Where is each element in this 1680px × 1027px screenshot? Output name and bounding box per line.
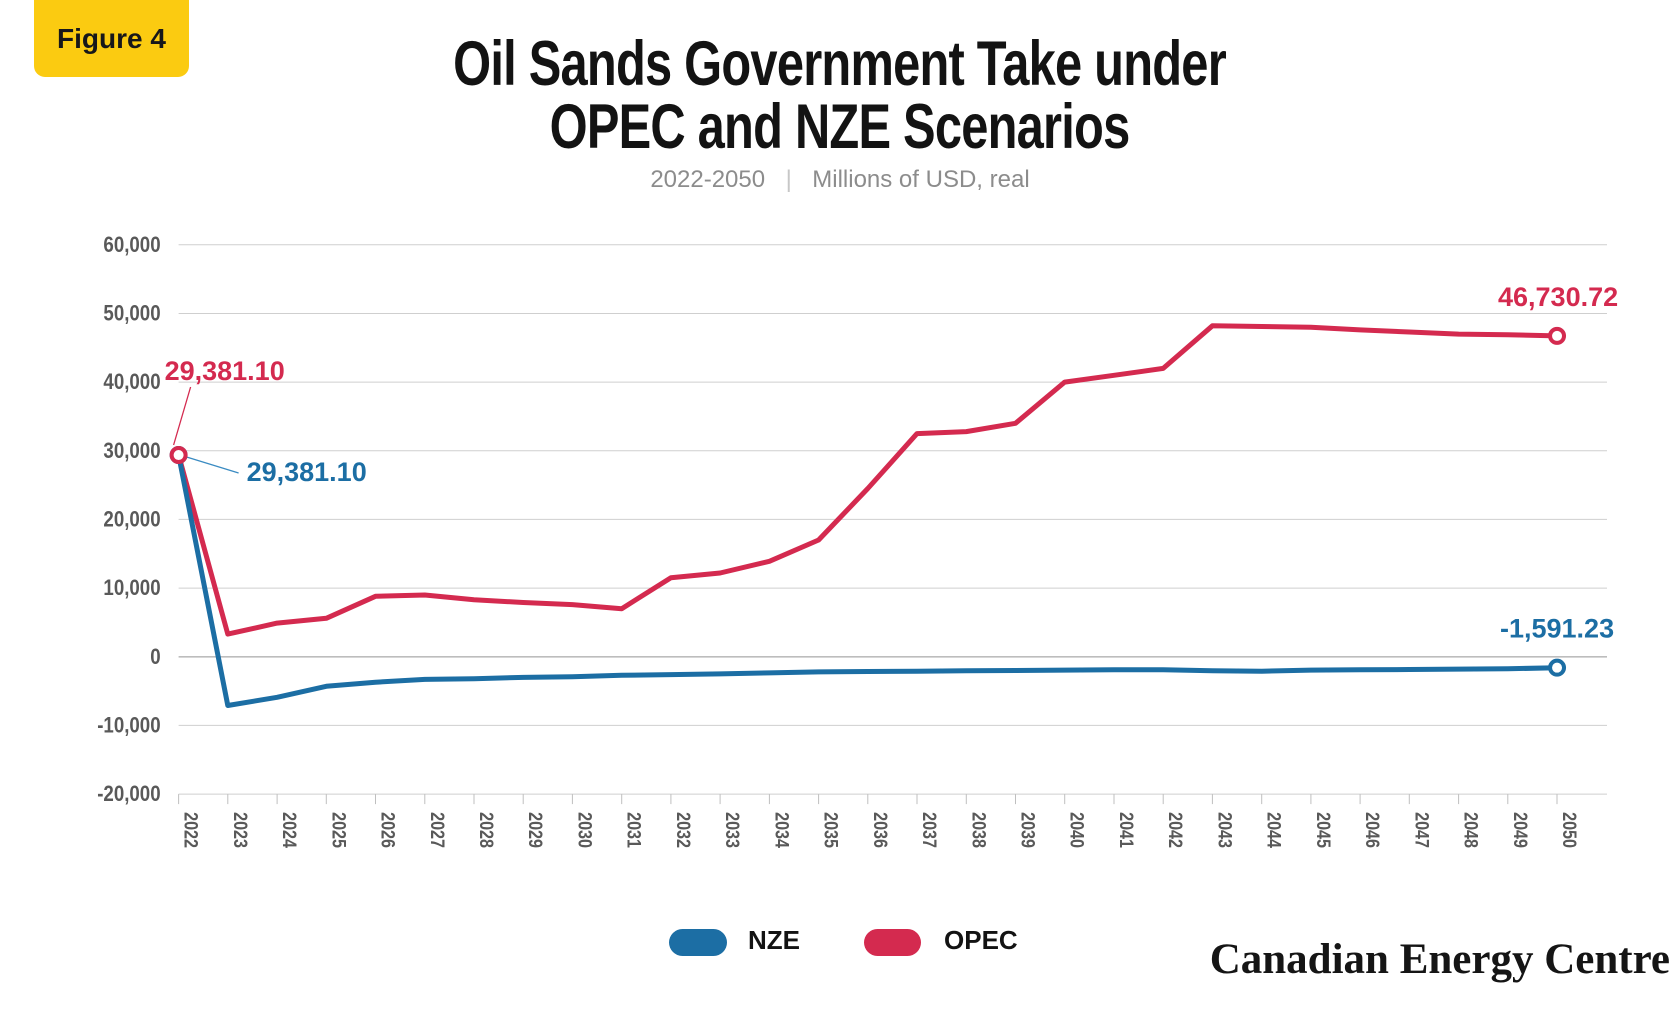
svg-text:10,000: 10,000: [103, 577, 160, 601]
svg-text:2046: 2046: [1362, 812, 1384, 848]
svg-text:2038: 2038: [968, 812, 990, 848]
svg-text:2049: 2049: [1509, 812, 1531, 848]
svg-text:-1,591.23: -1,591.23: [1500, 614, 1614, 644]
svg-text:30,000: 30,000: [103, 439, 160, 463]
svg-text:2033: 2033: [722, 812, 744, 848]
svg-text:2029: 2029: [525, 812, 547, 848]
svg-text:29,381.10: 29,381.10: [247, 457, 367, 487]
svg-text:2037: 2037: [919, 812, 941, 848]
svg-text:-10,000: -10,000: [97, 714, 160, 738]
svg-text:2048: 2048: [1460, 812, 1482, 848]
svg-text:2030: 2030: [574, 812, 596, 848]
svg-text:-20,000: -20,000: [97, 783, 160, 807]
svg-text:2045: 2045: [1313, 812, 1335, 848]
svg-text:2047: 2047: [1411, 812, 1433, 848]
svg-text:2024: 2024: [279, 812, 301, 848]
svg-text:29,381.10: 29,381.10: [165, 356, 285, 386]
svg-text:50,000: 50,000: [103, 302, 160, 326]
svg-text:2022: 2022: [180, 812, 202, 848]
svg-text:2041: 2041: [1116, 812, 1138, 848]
svg-text:0: 0: [150, 645, 160, 669]
svg-text:2043: 2043: [1214, 812, 1236, 848]
svg-text:2034: 2034: [771, 812, 793, 848]
svg-text:2035: 2035: [820, 812, 842, 848]
svg-text:2028: 2028: [476, 812, 498, 848]
svg-text:2040: 2040: [1066, 812, 1088, 848]
svg-text:2039: 2039: [1017, 812, 1039, 848]
svg-text:2042: 2042: [1165, 812, 1187, 848]
svg-text:2031: 2031: [623, 812, 645, 848]
svg-text:2025: 2025: [328, 812, 350, 848]
svg-text:60,000: 60,000: [103, 233, 160, 257]
svg-text:20,000: 20,000: [103, 508, 160, 532]
svg-text:2044: 2044: [1263, 812, 1285, 848]
svg-text:40,000: 40,000: [103, 371, 160, 395]
svg-text:2027: 2027: [426, 812, 448, 848]
svg-text:2032: 2032: [673, 812, 695, 848]
svg-text:2050: 2050: [1559, 812, 1581, 848]
svg-text:2026: 2026: [377, 812, 399, 848]
svg-text:46,730.72: 46,730.72: [1498, 282, 1618, 312]
svg-text:2023: 2023: [229, 812, 251, 848]
svg-text:2036: 2036: [869, 812, 891, 848]
